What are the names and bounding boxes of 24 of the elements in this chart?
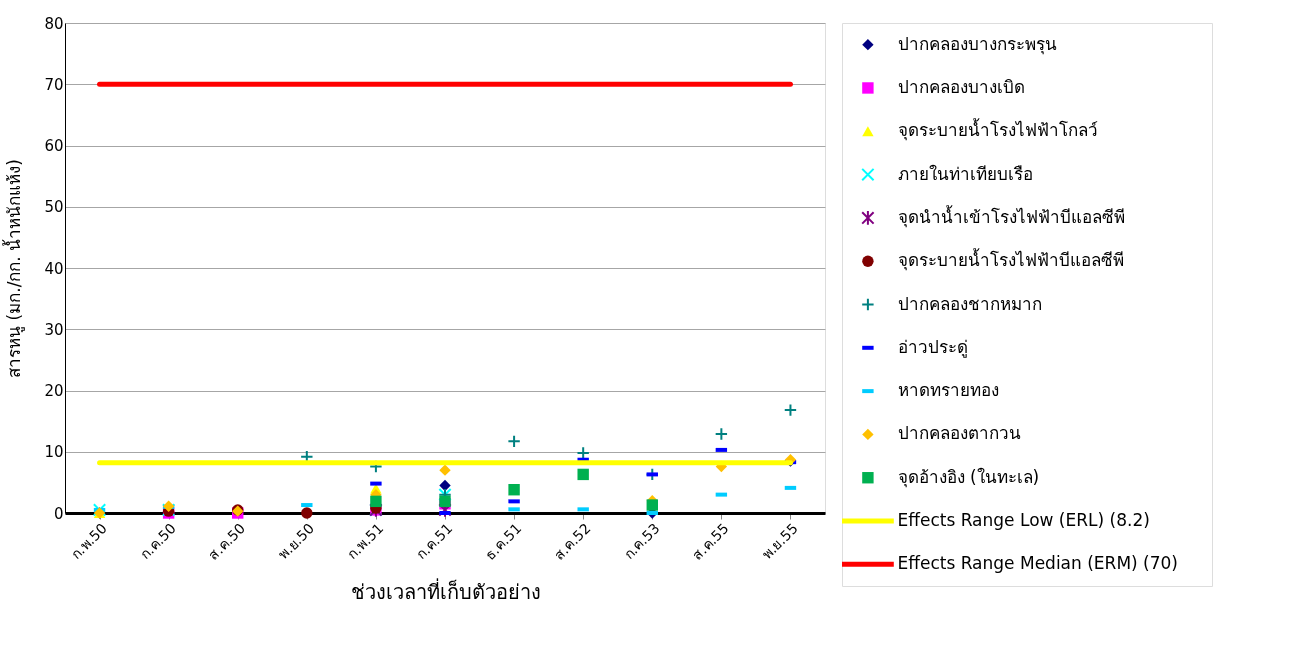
legend-label: จุดนำน้ำเข้าโรงไฟฟ้าบีแอลซีพี (897, 204, 1125, 228)
legend-label: ปากคลองบางเบิด (897, 76, 1025, 97)
legend-label: ปากคลองชากหมาก (897, 293, 1042, 314)
y-tick-label: 30 (44, 320, 64, 339)
y-tick-label: 80 (44, 14, 64, 33)
legend-label: จุดระบายน้ำโรงไฟฟ้าโกลว์ (897, 118, 1098, 142)
legend-label: ปากคลองบางกระพรุน (897, 33, 1057, 55)
y-tick-label: 0 (53, 504, 64, 523)
legend-label: Effects Range Median (ERM) (70) (897, 553, 1178, 574)
legend-label: อ่าวประดู่ (897, 336, 968, 358)
legend-label: หาดทรายทอง (897, 380, 999, 401)
y-tick-label: 40 (44, 259, 64, 278)
y-tick-label: 10 (44, 443, 64, 462)
legend-label: ภายในท่าเทียบเรือ (897, 163, 1033, 184)
legend-label: จุดอ้างอิง (ในทะเล) (897, 466, 1040, 488)
y-axis-title: สารหนู (มก./กก. น้ำหนักแห้ง) (2, 159, 26, 378)
x-axis-title: ช่วงเวลาที่เก็บตัวอย่าง (350, 578, 541, 605)
legend-label: Effects Range Low (ERL) (8.2) (897, 510, 1150, 531)
legend-label: จุดระบายน้ำโรงไฟฟ้าบีแอลซีพี (897, 248, 1124, 272)
y-tick-label: 20 (44, 382, 64, 400)
y-tick-label: 60 (44, 137, 64, 155)
legend-label: ปากคลองตากวน (897, 423, 1021, 444)
y-tick-label: 70 (44, 75, 64, 94)
y-tick-label: 50 (44, 198, 64, 217)
